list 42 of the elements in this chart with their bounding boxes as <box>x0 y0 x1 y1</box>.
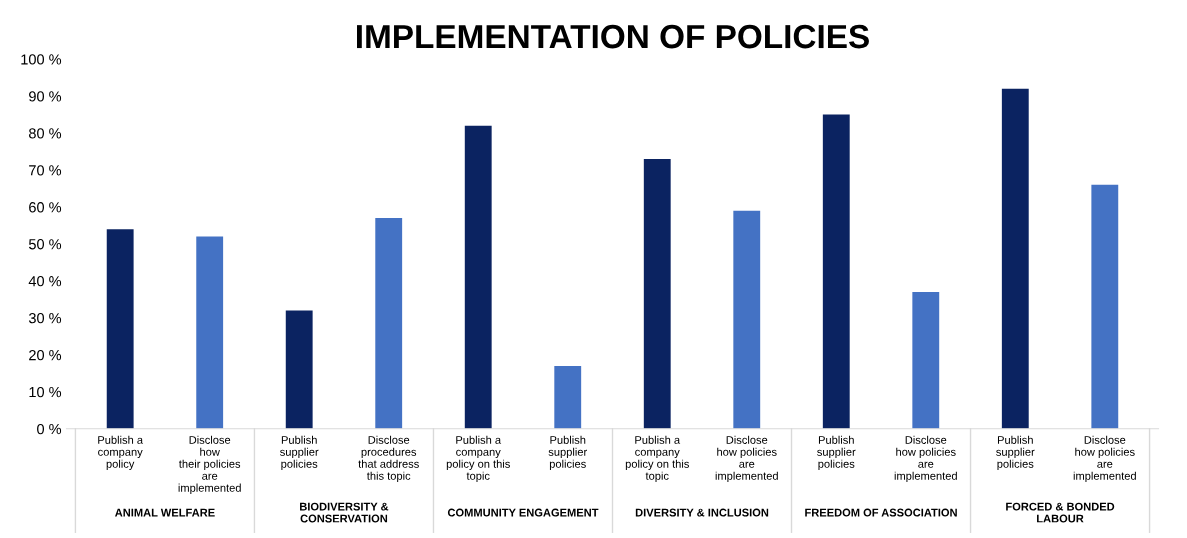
text: COMMUNITY ENGAGEMENT <box>447 508 599 517</box>
y-tick-label: 0 % <box>37 423 62 435</box>
x-tick-label: Disclose procedures that address this topic <box>358 435 419 482</box>
bar <box>733 210 761 429</box>
text: FORCED & BONDED LABOUR <box>1006 502 1115 523</box>
x-tick-label: Disclose how policies are implemented <box>715 435 778 482</box>
bar <box>196 236 224 429</box>
chart-title: IMPLEMENTATION OF POLICIES <box>356 24 869 49</box>
x-tick-label: Publish a company policy <box>98 435 144 471</box>
y-tick-label: 70 % <box>29 165 62 176</box>
y-tick-label: 100 % <box>21 54 62 65</box>
x-tick-label: Publish a company policy on this topic <box>446 435 510 482</box>
bar <box>285 310 313 429</box>
x-tick-label: Publish a company policy on this topic <box>625 435 689 482</box>
bar <box>375 218 403 429</box>
y-tick-label: 80 % <box>29 128 62 139</box>
bar <box>106 229 134 429</box>
x-tick-label: Publish supplier policies <box>996 435 1035 471</box>
x-tick-label: Disclose how policies are implemented <box>1073 435 1136 482</box>
text: ANIMAL WELFARE <box>115 508 215 517</box>
bar <box>464 125 492 429</box>
bar <box>912 292 940 429</box>
x-tick-label: Publish supplier policies <box>548 435 588 471</box>
text: DIVERSITY & INCLUSION <box>635 508 769 517</box>
bar <box>1001 88 1029 429</box>
x-tick-label: Disclose how policies are implemented <box>894 435 957 482</box>
x-tick-label: Publish supplier policies <box>817 435 856 471</box>
y-tick-label: 60 % <box>29 202 62 213</box>
bar <box>822 114 850 429</box>
text: FREEDOM OF ASSOCIATION <box>805 508 957 517</box>
y-tick-label: 20 % <box>29 349 62 361</box>
y-tick-label: 50 % <box>28 239 62 250</box>
bar <box>643 158 671 429</box>
x-tick-label: Publish supplier policies <box>280 435 319 471</box>
bar <box>1091 184 1119 429</box>
y-tick-label: 30 % <box>28 313 62 324</box>
bar <box>554 365 582 429</box>
text: BIODIVERSITY & CONSERVATION <box>300 502 389 523</box>
y-tick-label: 10 % <box>29 386 62 398</box>
y-tick-label: 40 % <box>28 276 62 287</box>
x-tick-label: Disclose how their policies are implemented <box>178 435 241 494</box>
y-tick-label: 90 % <box>29 91 62 102</box>
